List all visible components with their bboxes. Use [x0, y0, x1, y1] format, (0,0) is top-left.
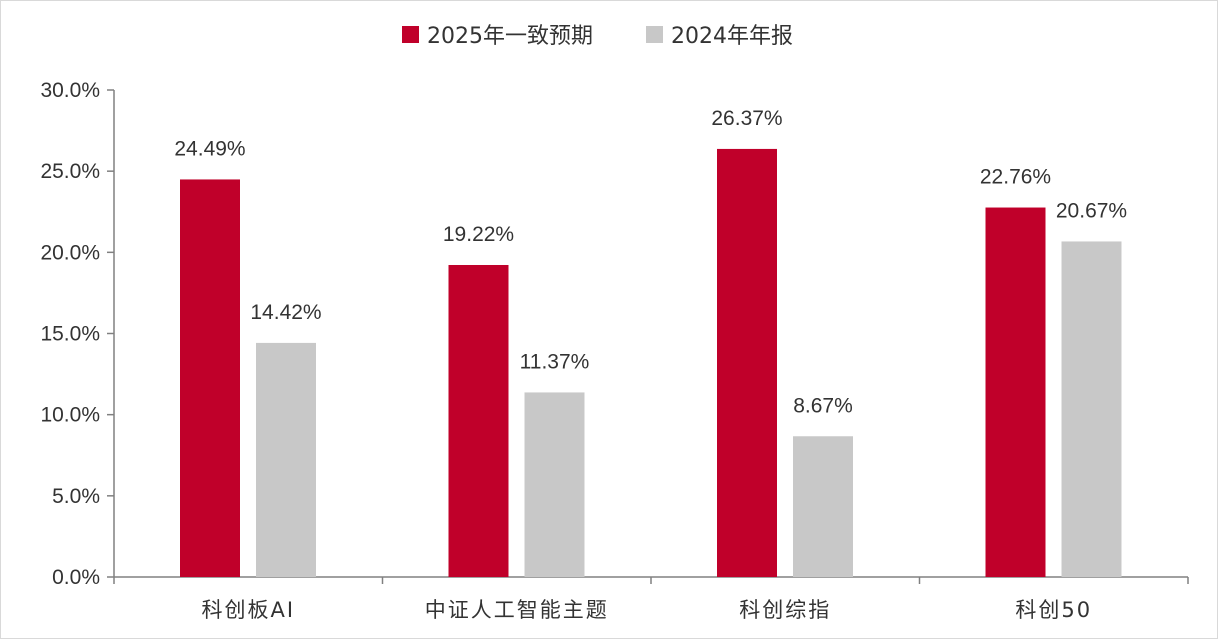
data-label: 14.42%	[250, 301, 321, 324]
data-label: 8.67%	[793, 394, 853, 417]
data-label: 24.49%	[174, 137, 245, 160]
data-label: 22.76%	[980, 166, 1051, 189]
bar-forecast-2025	[180, 179, 240, 577]
y-tick-label: 10.0%	[40, 404, 100, 427]
x-category-label: 中证人工智能主题	[425, 598, 609, 622]
y-tick-label: 15.0%	[40, 323, 100, 346]
legend-swatch-forecast	[402, 26, 419, 43]
bar-report-2024	[524, 392, 585, 577]
y-tick-label: 30.0%	[40, 79, 100, 102]
x-category-label: 科创综指	[739, 598, 831, 622]
bar-forecast-2025	[717, 148, 777, 577]
y-tick-label: 20.0%	[40, 241, 100, 264]
bar-forecast-2025	[985, 207, 1046, 577]
y-tick-label: 0.0%	[52, 566, 100, 589]
legend-swatch-report	[646, 26, 663, 43]
bar-report-2024	[1061, 241, 1122, 577]
bar-report-2024	[256, 342, 316, 577]
data-label: 26.37%	[711, 107, 782, 130]
y-tick-label: 5.0%	[52, 485, 100, 508]
legend: 2025年一致预期 2024年年报	[402, 24, 793, 49]
data-label: 19.22%	[443, 223, 514, 246]
data-label: 11.37%	[520, 350, 590, 373]
data-labels: 24.49% 19.22% 26.37% 22.76% 14.42% 11.37% 8.67…	[174, 107, 1127, 417]
bar-forecast-2025	[448, 264, 509, 577]
y-tick-label: 25.0%	[40, 160, 100, 183]
y-axis: 0.0% 5.0% 10.0% 15.0% 20.0% 25.0% 30.0%	[40, 79, 115, 589]
legend-label-report: 2024年年报	[671, 24, 793, 49]
x-category-label: 科创50	[1015, 598, 1092, 622]
x-category-label: 科创板AI	[201, 598, 295, 622]
x-axis: 科创板AI 中证人工智能主题 科创综指 科创50	[113, 576, 1189, 622]
legend-label-forecast: 2025年一致预期	[427, 24, 593, 49]
bar-report-2024	[793, 436, 853, 577]
bars	[180, 148, 1122, 577]
data-label: 20.67%	[1056, 199, 1127, 222]
